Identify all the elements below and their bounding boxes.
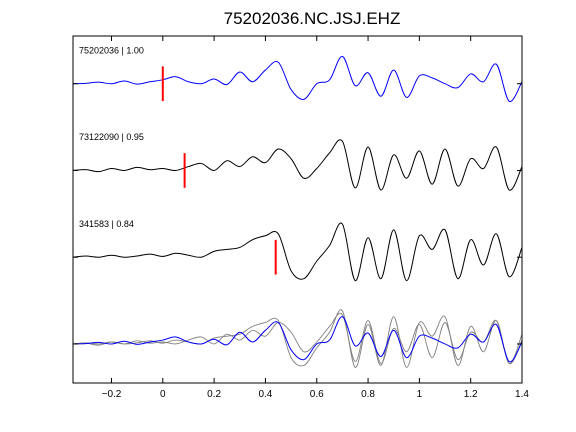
trace-line-3 [72,222,523,282]
trace-label-1: 75202036 | 1.00 [79,45,144,55]
trace-area [72,55,523,368]
x-tick-label: 0.6 [310,389,324,400]
trace-line-2 [72,139,523,191]
stack-trace-1 [72,312,523,365]
y-axis-ticks [73,83,522,345]
x-tick-label: 0.8 [361,389,375,400]
trace-label-2: 73122090 | 0.95 [79,132,144,142]
x-tick-label: 1.4 [515,389,529,400]
x-tick-label: 1.2 [464,389,478,400]
pick-markers [161,66,277,275]
plot-frame [72,35,523,384]
x-tick-label: −0.2 [102,389,122,400]
x-tick-label: 1 [417,389,423,400]
trace-label-3: 341583 | 0.84 [79,219,134,229]
trace-labels: 75202036 | 1.00 73122090 | 0.95 341583 | 0… [79,45,144,229]
stack-trace-2 [72,309,523,368]
x-tick-label: 0 [160,389,166,400]
stack-trace-3 [72,316,523,363]
x-tick-label: 0.4 [258,389,272,400]
x-axis-ticks: −0.2 0 0.2 0.4 0.6 0.8 1 1.2 1.4 [102,36,529,400]
x-tick-label: 0.2 [207,389,221,400]
trace-line-1 [72,55,523,102]
chart-title: 75202036.NC.JSJ.EHZ [224,9,401,28]
